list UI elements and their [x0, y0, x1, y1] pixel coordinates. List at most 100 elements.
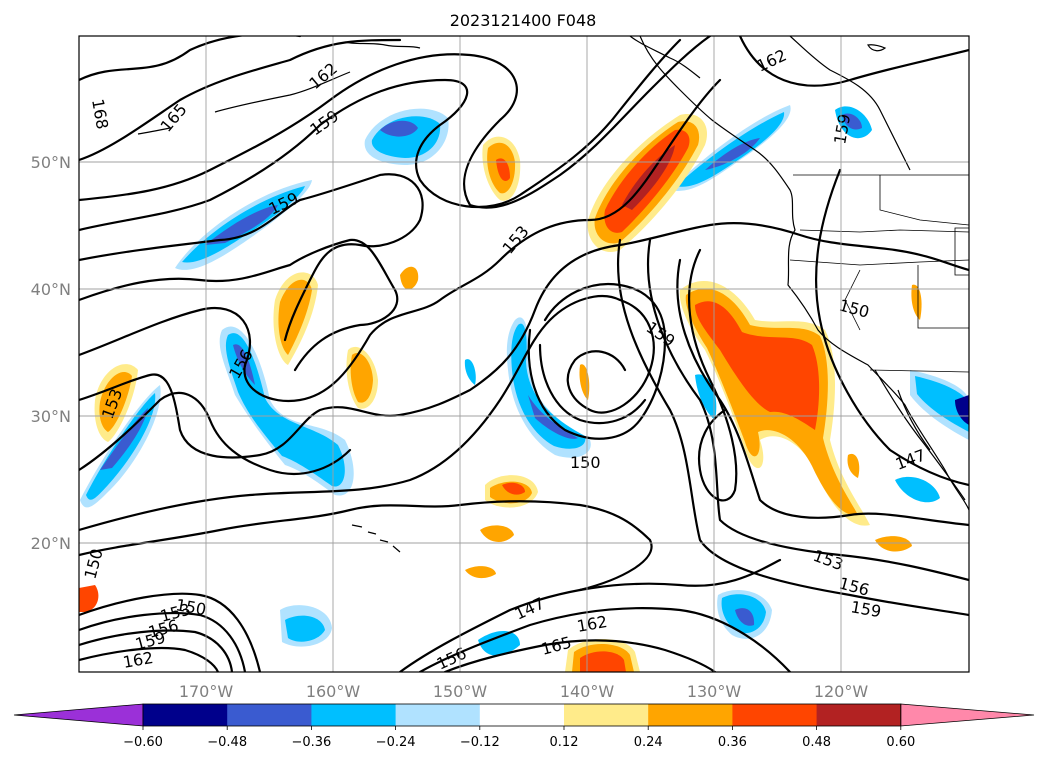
- positive-anomaly-area: [480, 525, 514, 542]
- latitude-label: 50°N: [31, 153, 71, 172]
- positive-anomaly-area: [502, 482, 525, 495]
- contour-153-sw: [79, 612, 247, 672]
- negative-anomaly-area: [895, 476, 940, 503]
- height-contours: [79, 36, 969, 672]
- positive-anomaly-area: [465, 566, 496, 579]
- positive-anomaly-area: [875, 536, 912, 552]
- positive-anomaly-area: [79, 585, 99, 612]
- negative-anomaly-area: [735, 608, 755, 626]
- colorbar-bin: [479, 704, 565, 726]
- contour-156-sw: [79, 629, 234, 672]
- colorbar-bin: [395, 704, 481, 726]
- negative-anomaly-area: [225, 333, 345, 487]
- colorbar-tick-label: 0.36: [718, 735, 747, 750]
- contour-150-sw: [79, 592, 262, 672]
- positive-anomaly-area: [911, 284, 922, 320]
- political-borders: [789, 174, 969, 373]
- negative-anomaly-area: [955, 395, 969, 425]
- contour-159: [79, 173, 424, 342]
- latitude-label: 30°N: [31, 407, 71, 426]
- negative-anomaly-area: [478, 630, 520, 656]
- colorbar-tick-label: −0.24: [376, 735, 416, 750]
- longitude-label: 120°W: [814, 682, 869, 701]
- state-border: [917, 265, 969, 329]
- colorbar-tick-label: −0.48: [207, 735, 247, 750]
- colorbar-tick-label: 0.24: [634, 735, 663, 750]
- colorbar-bin: [732, 704, 818, 726]
- contour-147-south: [398, 558, 782, 672]
- baja-california: [874, 369, 966, 501]
- negative-anomaly-area: [511, 323, 586, 449]
- positive-anomaly-area: [847, 453, 860, 478]
- colorbar-extend-low: [13, 703, 144, 727]
- contour-trough: [688, 248, 738, 502]
- negative-anomaly-area: [285, 615, 325, 642]
- contour-165: [79, 38, 402, 162]
- negative-anomaly-area: [676, 112, 785, 187]
- contour-159-east: [616, 238, 969, 617]
- colorbar-tick-label: −0.60: [123, 735, 163, 750]
- state-border: [799, 229, 969, 233]
- latitude-labels: 50°N 40°N 30°N 20°N: [31, 153, 71, 553]
- positive-anomaly-area: [580, 651, 626, 672]
- colorbar-tick-label: 0.60: [886, 735, 915, 750]
- longitude-label: 160°W: [306, 682, 361, 701]
- figure-title: 2023121400 F048: [450, 11, 597, 30]
- hawaiian-islands: [351, 524, 401, 553]
- positive-anomaly-area: [496, 158, 510, 181]
- colorbar-tick-label: −0.36: [291, 735, 331, 750]
- longitude-label: 130°W: [687, 682, 742, 701]
- latitude-label: 40°N: [31, 280, 71, 299]
- alaska-panhandle-coast: [629, 36, 701, 79]
- colorbar-bin: [311, 704, 397, 726]
- bering-coast: [344, 41, 421, 49]
- longitude-labels: 170°W 160°W 150°W 140°W 130°W 120°W: [179, 682, 869, 701]
- negative-anomaly-area: [915, 376, 969, 432]
- contour-168: [79, 36, 302, 82]
- map-panel: 168 165 162 159 159 162 159 153 159 156 …: [79, 36, 969, 672]
- contour-153-east: [676, 258, 969, 527]
- contour-label: 150: [570, 453, 601, 472]
- aleutian-islands-west: [137, 127, 171, 135]
- map-frame: [78, 35, 970, 673]
- contour-165-south: [443, 639, 717, 672]
- colorbar-outline: [142, 703, 902, 727]
- contour-162: [79, 36, 712, 209]
- latitude-label: 20°N: [31, 534, 71, 553]
- longitude-label: 140°W: [560, 682, 615, 701]
- colorbar-extend-high: [900, 703, 1035, 727]
- contour-153: [79, 78, 722, 403]
- contour-low-inner: [538, 343, 647, 425]
- contour-147: [79, 500, 653, 592]
- colorbar-bin: [143, 704, 228, 726]
- colorbar-bin: [816, 704, 902, 726]
- positive-anomaly-area: [350, 352, 373, 403]
- alaska-coastline: [789, 36, 911, 171]
- shaded-anomaly-field: [79, 105, 969, 672]
- aleutian-islands: [214, 71, 351, 113]
- negative-anomaly-area: [464, 359, 476, 385]
- contour-159-sw: [79, 646, 220, 672]
- contour-156: [79, 238, 399, 372]
- positive-anomaly-area: [400, 266, 419, 290]
- colorbar-tick-label: 0.12: [550, 735, 579, 750]
- contour-147-coast: [815, 168, 969, 487]
- colorbar-tick-label: −0.12: [460, 735, 500, 750]
- contour-150-low: [79, 295, 655, 532]
- island: [867, 44, 887, 52]
- state-border: [879, 175, 969, 226]
- colorbar-bin: [227, 704, 312, 726]
- contour-150-outer: [79, 221, 969, 459]
- colorbar: −0.60 −0.48 −0.36 −0.24 −0.12 0.12 0.24 0.36 0.4…: [13, 703, 1035, 750]
- state-border: [789, 259, 969, 266]
- negative-anomaly-area: [842, 113, 862, 130]
- negative-anomaly-area: [528, 395, 578, 439]
- positive-anomaly-area: [99, 372, 132, 432]
- contour-159-north: [79, 38, 682, 232]
- longitude-label: 150°W: [433, 682, 488, 701]
- lat-lon-gridlines: [79, 36, 969, 672]
- colorbar-bin: [564, 704, 649, 726]
- contour-156-east: [646, 238, 969, 582]
